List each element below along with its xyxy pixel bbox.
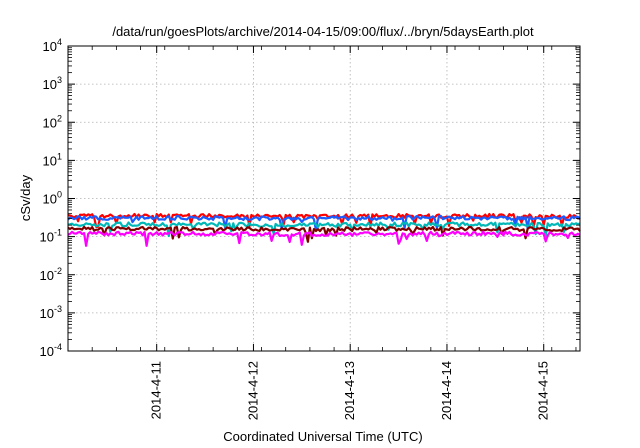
y-tick-label: 100 — [43, 190, 62, 207]
y-tick-label: 10-1 — [40, 228, 62, 245]
series-line-3 — [67, 221, 581, 238]
x-tick-label: 2014-4-14 — [439, 361, 454, 420]
y-tick-label: 102 — [43, 113, 62, 130]
y-tick-label: 10-3 — [40, 304, 62, 321]
y-tick-label: 104 — [43, 37, 62, 54]
y-tick-label: 103 — [43, 75, 62, 92]
y-tick-label: 10-4 — [40, 342, 62, 359]
y-tick-label: 101 — [43, 151, 62, 168]
y-ticks: 104 103 102 101 100 10-1 10-2 10-3 10-4 — [40, 37, 580, 359]
y-tick-label: 10-2 — [40, 266, 62, 283]
grid — [68, 46, 580, 351]
y-axis-label: cSv/day — [18, 174, 33, 221]
series-layer — [67, 212, 581, 247]
x-ticks: 2014-4-11 2014-4-12 2014-4-13 2014-4-14 2014… — [91, 46, 577, 420]
x-tick-label: 2014-4-13 — [342, 361, 357, 420]
chart-title: /data/run/goesPlots/archive/2014-04-15/0… — [112, 24, 534, 39]
series-line-5 — [67, 230, 581, 247]
x-tick-label: 2014-4-12 — [245, 361, 260, 420]
series-line-4 — [67, 225, 581, 243]
x-tick-label: 2014-4-15 — [536, 361, 551, 420]
x-axis-label: Coordinated Universal Time (UTC) — [223, 429, 422, 444]
x-tick-label: 2014-4-11 — [149, 361, 164, 419]
series-line-2 — [67, 214, 581, 232]
